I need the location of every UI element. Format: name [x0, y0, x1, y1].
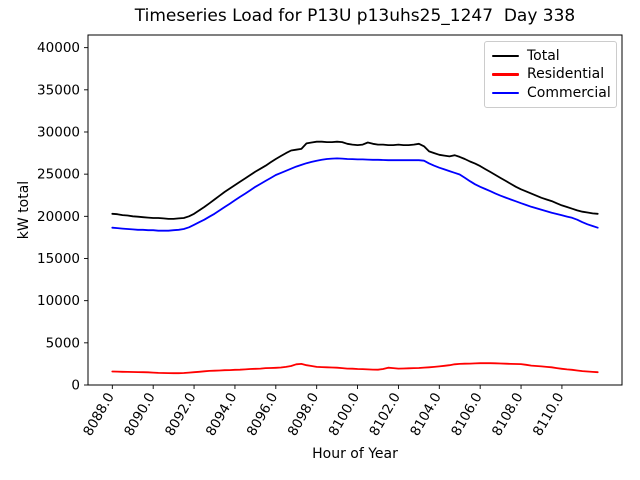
x-tick-label: 8106.0: [448, 390, 485, 439]
x-tick-label: 8110.0: [530, 390, 567, 439]
x-tick-label: 8090.0: [121, 390, 158, 439]
chart-title: Timeseries Load for P13U p13uhs25_1247 D…: [134, 6, 576, 26]
legend-label: Total: [527, 48, 560, 65]
y-axis: 0 5000 10000 15000 20000 25000 30000 35000 40000: [37, 40, 88, 394]
x-tick-label: 8104.0: [407, 390, 444, 439]
series-line-total: [111, 140, 599, 220]
x-tick-label: 8092.0: [162, 390, 199, 439]
y-tick-label: 25000: [37, 167, 80, 183]
y-tick-label: 10000: [37, 293, 80, 309]
y-axis-label: kW total: [16, 180, 32, 240]
x-tick-label: 8100.0: [326, 390, 363, 439]
legend-item-commercial: Commercial: [492, 84, 611, 101]
x-tick-label: 8096.0: [244, 390, 281, 439]
legend-line-sample-total: [492, 54, 519, 58]
x-tick-label: 8098.0: [285, 390, 322, 439]
legend-line-sample-commercial: [492, 91, 519, 95]
y-tick-label: 0: [71, 378, 80, 394]
legend-label: Residential: [527, 66, 605, 83]
y-tick-label: 35000: [37, 82, 80, 98]
legend-item-residential: Residential: [492, 66, 609, 82]
legend-item-total: Total: [492, 48, 609, 64]
x-tick-label: 8108.0: [489, 390, 526, 439]
x-axis-label: Hour of Year: [312, 446, 398, 462]
plot-frame: [87, 34, 623, 386]
x-tick-label: 8088.0: [80, 390, 117, 439]
y-tick-label: 40000: [37, 40, 80, 56]
y-tick-label: 30000: [37, 124, 80, 140]
series-line-residential: [111, 362, 599, 375]
x-tick-label: 8094.0: [203, 390, 240, 439]
y-tick-label: 15000: [37, 251, 80, 267]
legend-label: Commercial: [527, 84, 611, 101]
series-line-commercial: [111, 157, 599, 232]
legend-line-sample-residential: [492, 73, 519, 76]
y-tick-label: 20000: [37, 209, 80, 225]
y-tick-label: 5000: [46, 335, 80, 351]
legend: Total Residential Commercial: [484, 41, 617, 108]
x-axis: 8088.0 8090.0 8092.0 8094.0 8096.0 8098.0 8100…: [80, 385, 567, 439]
x-tick-label: 8102.0: [366, 390, 403, 439]
